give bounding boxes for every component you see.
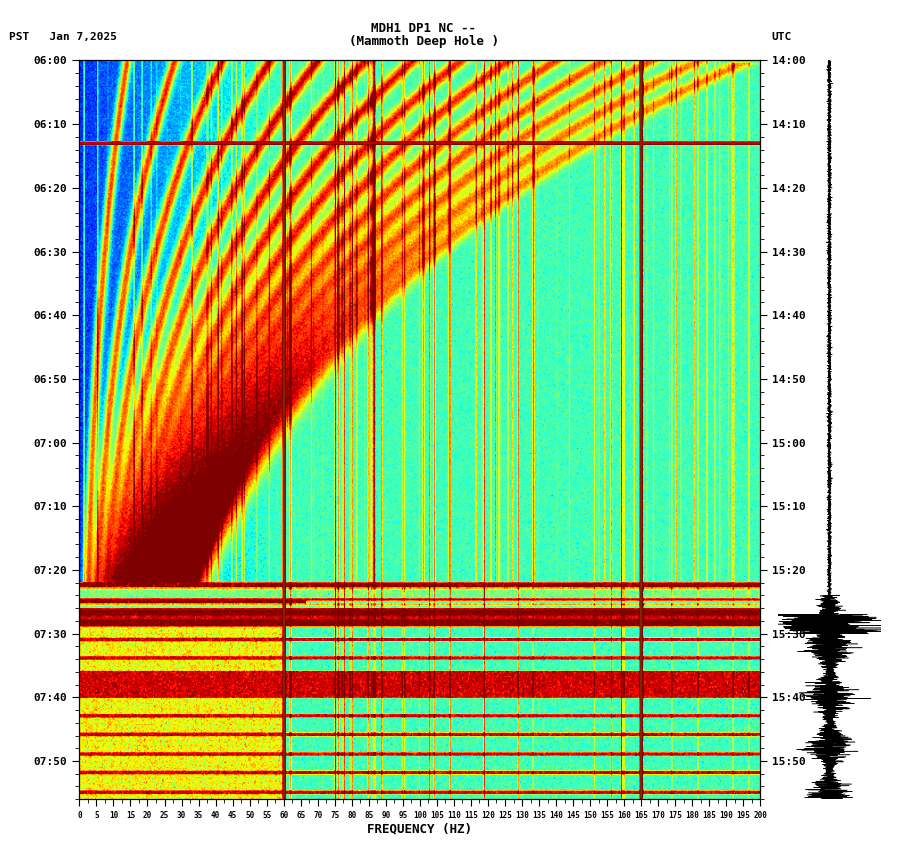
Text: (Mammoth Deep Hole ): (Mammoth Deep Hole ) xyxy=(349,35,499,48)
X-axis label: FREQUENCY (HZ): FREQUENCY (HZ) xyxy=(367,823,473,835)
Text: UTC: UTC xyxy=(771,32,791,42)
Text: PST   Jan 7,2025: PST Jan 7,2025 xyxy=(9,32,117,42)
Text: MDH1 DP1 NC --: MDH1 DP1 NC -- xyxy=(372,22,476,35)
